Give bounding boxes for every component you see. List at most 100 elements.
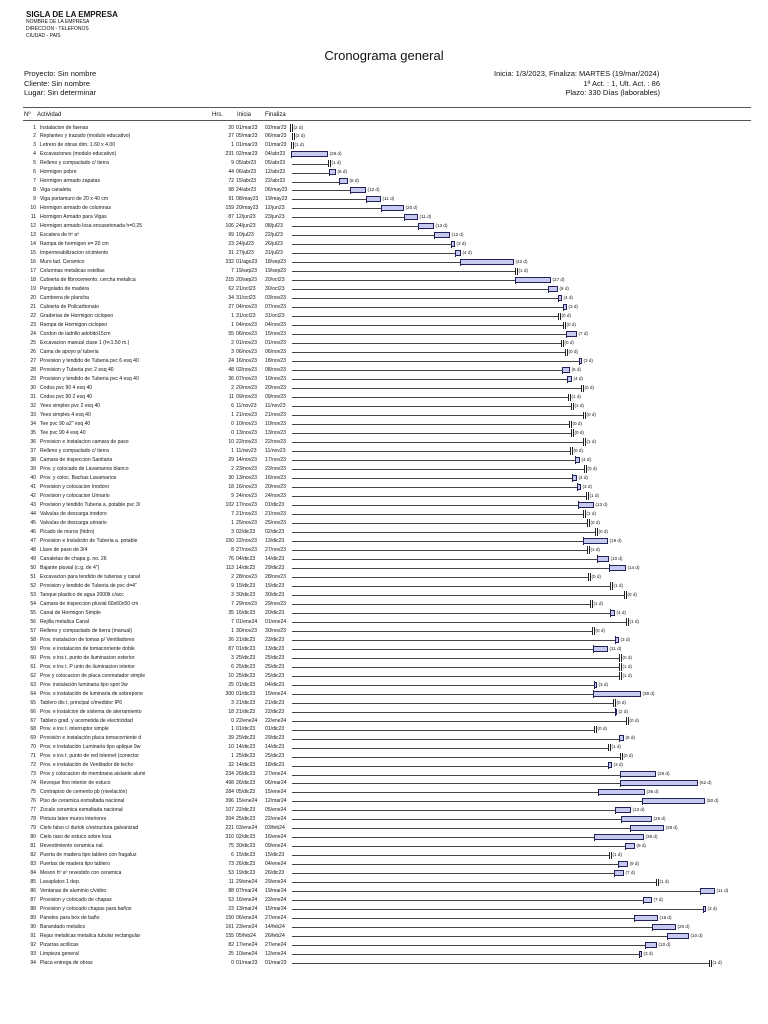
task-leader-line bbox=[292, 801, 642, 803]
task-row: 56 Rejilla metalica Canal 7 01/ene24 01/ene2… bbox=[0, 618, 768, 627]
task-activity: Prov. e instalacion de tomacorriente dob… bbox=[40, 645, 135, 652]
task-leader-line bbox=[292, 513, 583, 515]
task-start: 06/ene24 bbox=[236, 915, 258, 922]
task-start: 01/nov23 bbox=[236, 340, 257, 347]
task-leader-line bbox=[292, 460, 575, 462]
task-activity: Columnas metalicas estellas bbox=[40, 268, 105, 275]
task-activity: Placa entrega de obras bbox=[40, 960, 93, 967]
company-name: SIGLA DE LA EMPRESA bbox=[26, 10, 118, 19]
task-leader-line bbox=[292, 549, 587, 551]
task-activity: Revoque fino interior de estuco bbox=[40, 780, 111, 787]
task-leader-line bbox=[292, 864, 618, 866]
task-duration-label: (4 d) bbox=[462, 250, 472, 256]
task-duration-label: (0 d) bbox=[627, 591, 637, 597]
task-leader-line bbox=[292, 235, 434, 237]
task-number: 80 bbox=[30, 834, 36, 841]
task-start: 02/dic23 bbox=[236, 834, 256, 841]
task-end-marker bbox=[657, 878, 659, 887]
task-activity: Provision y colocado chapas para baños bbox=[40, 906, 132, 913]
task-activity: Hormigon armado zapatas bbox=[40, 178, 101, 185]
task-number: 7 bbox=[33, 178, 36, 185]
task-start: 17/ene24 bbox=[236, 942, 258, 949]
task-activity: Piso de ceramica esmaltada nacional bbox=[40, 798, 125, 805]
task-activity: Codos pvc 90 4 esq 40 bbox=[40, 385, 93, 392]
task-start-marker bbox=[583, 510, 584, 518]
task-activity: Tee pvc 90 4 esq 40 bbox=[40, 429, 86, 436]
task-duration-label: (29 d) bbox=[657, 771, 670, 777]
task-leader-line bbox=[292, 504, 578, 506]
task-end-marker bbox=[591, 600, 593, 608]
task-hours: 113 bbox=[225, 564, 234, 571]
task-activity: Provisión e instalación placa tomacorrie… bbox=[40, 735, 142, 742]
task-start: 04/nov23 bbox=[236, 322, 257, 329]
task-leader-line bbox=[292, 702, 613, 704]
task-duration-label: (0 d) bbox=[586, 412, 596, 418]
task-duration-label: (3 d) bbox=[643, 951, 653, 957]
task-end-marker bbox=[595, 725, 597, 734]
task-leader-line bbox=[292, 621, 626, 623]
task-duration-label: (7 d) bbox=[625, 870, 635, 876]
task-end: 23/ene24 bbox=[265, 897, 287, 904]
task-row: 70 Prov. e instalación Luminaria tipo apl… bbox=[0, 743, 768, 752]
task-activity: Muro lad. Ceramico bbox=[40, 259, 85, 266]
task-number: 93 bbox=[30, 951, 36, 958]
task-leader-line bbox=[292, 540, 583, 542]
task-start: 13/nov23 bbox=[236, 429, 257, 436]
task-row: 66 Prov. e instalcion de sistema de aterr… bbox=[0, 708, 768, 717]
task-activity: Impermeabilizacion s/cimiento bbox=[40, 250, 109, 257]
task-start: 10/jul23 bbox=[236, 232, 254, 239]
task-bar bbox=[700, 888, 715, 895]
task-row: 7 Hormigon armado zapatas 72 15/abr23 22/abr… bbox=[0, 177, 768, 186]
task-number: 71 bbox=[30, 753, 36, 760]
task-bar bbox=[593, 690, 641, 697]
task-start: 21/oct23 bbox=[236, 286, 256, 293]
task-duration-label: (4 d) bbox=[616, 609, 626, 615]
task-activity: Puerta de madera tipo tablero con fragal… bbox=[40, 852, 137, 859]
task-row: 30 Codos pvc 90 4 esq 40 2 20/nov23 20/nov23… bbox=[0, 384, 768, 393]
task-start: 01/mar23 bbox=[236, 124, 258, 131]
task-start-marker bbox=[581, 384, 582, 393]
task-row: 58 Prov. instalacion de tomas p/ Ventilad… bbox=[0, 636, 768, 645]
task-hours: 62 bbox=[228, 286, 234, 293]
task-start: 26/dic23 bbox=[236, 780, 256, 787]
task-row: 20 Cumbrera de plancha 34 31/oct23 03/nov23 (… bbox=[0, 294, 768, 303]
task-leader-line bbox=[292, 478, 572, 479]
task-start: 12/jun23 bbox=[236, 214, 256, 221]
task-end: 23/dic23 bbox=[265, 636, 285, 643]
task-row: 63 Prov. instalación luminaria tipo spot … bbox=[0, 681, 768, 690]
task-row: 3 Letrero de obras dim. 1.60 x 4.00 1 01/ma… bbox=[0, 141, 768, 150]
task-duration-label: (10 d) bbox=[690, 933, 703, 939]
task-hours: 150 bbox=[225, 537, 235, 544]
task-hours: 32 bbox=[228, 762, 234, 769]
task-activity: Provision y Tuberia pvc 2 esq 40 bbox=[40, 367, 114, 374]
task-leader-line bbox=[292, 289, 548, 291]
task-hours: 82 bbox=[228, 942, 234, 949]
page-title: Cronograma general bbox=[324, 48, 444, 63]
task-hours: 76 bbox=[228, 555, 234, 562]
task-row: 14 Rampa de hormigon e= 20 cm 23 24/jul23 26… bbox=[0, 240, 768, 249]
task-activity: Cama de apoyo p/ tuberia bbox=[40, 349, 99, 356]
task-start: 01/ago23 bbox=[236, 259, 258, 266]
task-leader-line bbox=[292, 936, 667, 938]
task-start: 25/dic23 bbox=[236, 753, 256, 760]
task-duration-label: (5 d) bbox=[625, 735, 635, 741]
task-bar bbox=[615, 636, 619, 643]
task-activity: Relleno y compactado de tierra (manual) bbox=[40, 627, 133, 634]
task-duration-label: (27 d) bbox=[552, 277, 565, 283]
task-end-marker bbox=[572, 429, 574, 437]
task-row: 47 Provision e Instalción de Tuberia a. p… bbox=[0, 537, 768, 546]
task-end: 22/dic23 bbox=[265, 708, 285, 715]
task-end: 20/nov23 bbox=[265, 385, 286, 392]
task-hours: 8 bbox=[231, 546, 234, 553]
task-bar bbox=[598, 789, 645, 796]
task-hours: 73 bbox=[228, 861, 234, 868]
header-divider bbox=[23, 107, 751, 108]
task-activity: Prov. e ins t. P unto de iluminacion int… bbox=[40, 663, 135, 670]
task-activity: Barandado metalico bbox=[40, 924, 86, 931]
task-end: 25/dic23 bbox=[265, 663, 285, 670]
task-row: 2 Replanteo y trazado (modulo educativo) 2… bbox=[0, 132, 768, 141]
task-start: 09/nov23 bbox=[236, 394, 257, 401]
task-hours: 3 bbox=[231, 528, 234, 535]
task-end: 02/dic23 bbox=[265, 528, 285, 535]
task-activity: Valvulas de descarga urinario bbox=[40, 519, 107, 526]
